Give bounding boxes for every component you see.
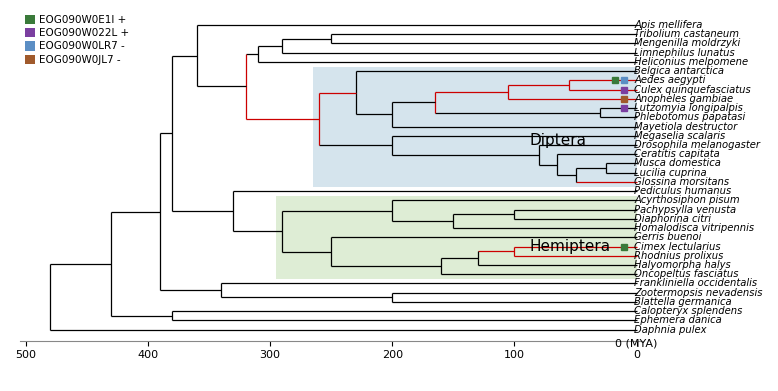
Text: Diaphorina citri: Diaphorina citri (634, 214, 711, 224)
Text: Glossina morsitans: Glossina morsitans (634, 177, 729, 187)
Text: Pediculus humanus: Pediculus humanus (634, 186, 731, 196)
Text: Ceratitis capitata: Ceratitis capitata (634, 149, 720, 159)
Text: Limnephilus lunatus: Limnephilus lunatus (634, 48, 735, 58)
Text: Lutzomyia longipalpis: Lutzomyia longipalpis (634, 103, 743, 113)
Text: Ephemera danica: Ephemera danica (634, 315, 722, 325)
Text: Zootermopsis nevadensis: Zootermopsis nevadensis (634, 288, 762, 298)
Legend: EOG090W0E1I +, EOG090W022L +, EOG090W0LR7 -, EOG090W0JL7 -: EOG090W0E1I +, EOG090W022L +, EOG090W0LR… (25, 14, 129, 65)
Text: Diptera: Diptera (529, 133, 586, 148)
Text: Aedes aegypti: Aedes aegypti (634, 75, 706, 85)
Text: Mengenilla moldrzyki: Mengenilla moldrzyki (634, 38, 741, 48)
Text: Blattella germanica: Blattella germanica (634, 297, 732, 307)
Text: Mayetiola destructor: Mayetiola destructor (634, 122, 738, 131)
Text: Anopheles gambiae: Anopheles gambiae (634, 94, 734, 104)
Text: Drosophila melanogaster: Drosophila melanogaster (634, 140, 760, 150)
Text: Acyrthosiphon pisum: Acyrthosiphon pisum (634, 196, 740, 205)
Text: Culex quinquefasciatus: Culex quinquefasciatus (634, 84, 751, 95)
Text: Heliconius melpomene: Heliconius melpomene (634, 57, 748, 67)
Text: Apis mellifera: Apis mellifera (634, 20, 703, 30)
Text: Hemiptera: Hemiptera (529, 239, 610, 254)
Text: Lucilia cuprina: Lucilia cuprina (634, 168, 707, 178)
Text: 0 (MYA): 0 (MYA) (615, 338, 658, 348)
Text: Oncopeltus fasciatus: Oncopeltus fasciatus (634, 269, 739, 279)
Text: Megaselia scalaris: Megaselia scalaris (634, 131, 725, 141)
Text: Halyomorpha halys: Halyomorpha halys (634, 260, 731, 270)
Text: Phlebotomus papatasi: Phlebotomus papatasi (634, 112, 745, 122)
Text: Pachypsylla venusta: Pachypsylla venusta (634, 204, 736, 215)
Bar (313, 66, 636, 187)
Text: Musca domestica: Musca domestica (634, 158, 721, 169)
Text: Belgica antarctica: Belgica antarctica (634, 66, 724, 76)
Text: Calopteryx splendens: Calopteryx splendens (634, 306, 742, 316)
Text: Cimex lectularius: Cimex lectularius (634, 242, 721, 251)
Text: Frankliniella occidentalis: Frankliniella occidentalis (634, 278, 757, 289)
Text: Homalodisca vitripennis: Homalodisca vitripennis (634, 223, 755, 233)
Text: Gerris buenoi: Gerris buenoi (634, 232, 702, 242)
Text: Tribolium castaneum: Tribolium castaneum (634, 29, 739, 39)
Bar (276, 196, 636, 279)
Text: Daphnia pulex: Daphnia pulex (634, 325, 706, 335)
Text: Rhodnius prolixus: Rhodnius prolixus (634, 251, 724, 261)
